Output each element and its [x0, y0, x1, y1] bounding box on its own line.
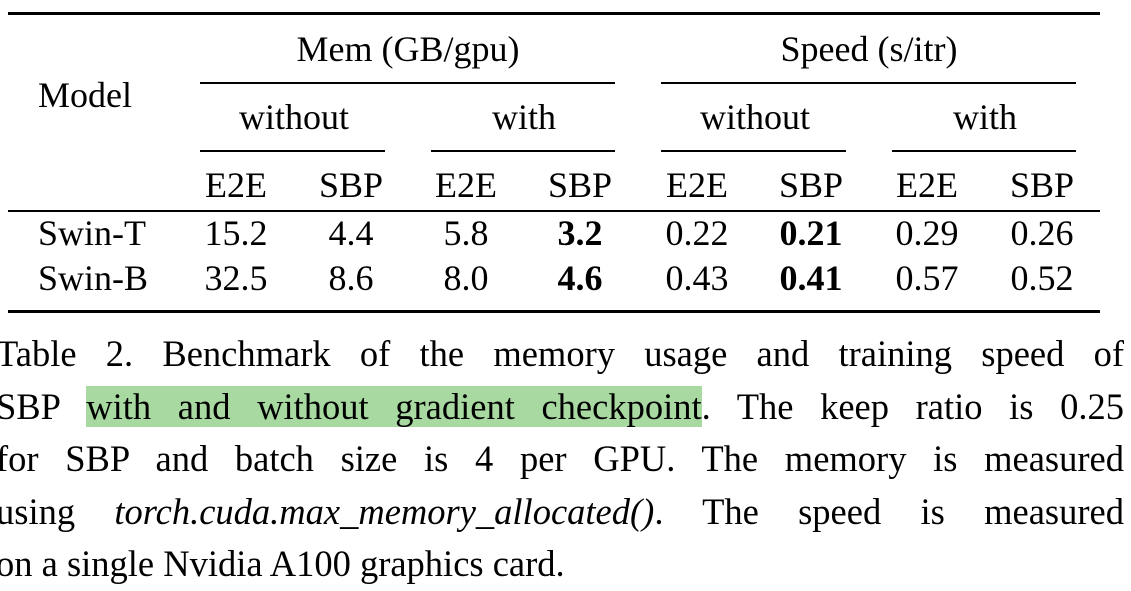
table-cell: 0.26: [1010, 213, 1074, 253]
table-cell: 15.2: [204, 213, 268, 253]
row-model-label: Swin-B: [38, 258, 149, 298]
caption-text: SBP: [0, 385, 87, 427]
sub-rule-mem-without: [200, 150, 385, 152]
group-header-mem: Mem (GB/gpu): [296, 29, 520, 69]
caption-line: using torch.cuda.max_memory_allocated().…: [0, 486, 1124, 539]
sub-rule-speed-without: [661, 150, 846, 152]
table-cell: 0.29: [895, 213, 959, 253]
caption-line: for SBP and batch size is 4 per GPU. The…: [0, 438, 1124, 479]
table-cell: 0.22: [665, 213, 729, 253]
sub-header-mem-with: with: [491, 97, 557, 137]
top-rule: [8, 12, 1100, 15]
col-header: SBP: [318, 165, 384, 205]
col-header: SBP: [1009, 165, 1075, 205]
table-cell: 0.57: [895, 258, 959, 298]
table-caption: Table 2. Benchmark of the memory usage a…: [0, 328, 1128, 591]
table-cell-best: 4.6: [557, 258, 603, 298]
table-cell: 0.43: [665, 258, 729, 298]
table-cell: 8.0: [443, 258, 489, 298]
highlighted-text: with and without gradient checkpoint: [86, 385, 702, 427]
col-header: E2E: [435, 165, 497, 205]
caption-text: . The keep ratio is 0.25: [701, 385, 1124, 427]
caption-line: Table 2. Benchmark of the memory usage a…: [0, 333, 1124, 374]
sub-header-speed-without: without: [699, 97, 811, 137]
col-header: SBP: [547, 165, 613, 205]
caption-text: using: [0, 490, 115, 532]
table-cell: 0.52: [1010, 258, 1074, 298]
header-rule: [8, 210, 1100, 212]
table-cell: 5.8: [443, 213, 489, 253]
sub-rule-speed-with: [892, 150, 1076, 152]
table-cell: 32.5: [204, 258, 268, 298]
benchmark-table: Model Mem (GB/gpu) Speed (s/itr) without…: [8, 12, 1100, 313]
bottom-rule: [8, 310, 1100, 313]
row-model-label: Swin-T: [38, 213, 146, 253]
col-header: SBP: [778, 165, 844, 205]
table-cell: 8.6: [328, 258, 374, 298]
table-cell-best: 0.41: [779, 258, 843, 298]
group-header-speed: Speed (s/itr): [780, 29, 958, 69]
table-cell: 4.4: [328, 213, 374, 253]
function-name: torch.cuda.max_memory_allocated(): [114, 490, 655, 532]
caption-line: on a single Nvidia A100 graphics card.: [0, 543, 565, 584]
group-rule-mem: [200, 82, 615, 84]
group-rule-speed: [661, 82, 1076, 84]
col-header: E2E: [896, 165, 958, 205]
table-cell-best: 0.21: [779, 213, 843, 253]
table-cell-best: 3.2: [557, 213, 603, 253]
caption-line: SBP with and without gradient checkpoint…: [0, 381, 1124, 434]
col-header: E2E: [666, 165, 728, 205]
col-header: E2E: [205, 165, 267, 205]
sub-header-speed-with: with: [952, 97, 1018, 137]
caption-text: . The speed is measured: [654, 490, 1124, 532]
sub-header-mem-without: without: [238, 97, 350, 137]
model-header: Model: [38, 75, 132, 115]
sub-rule-mem-with: [431, 150, 615, 152]
